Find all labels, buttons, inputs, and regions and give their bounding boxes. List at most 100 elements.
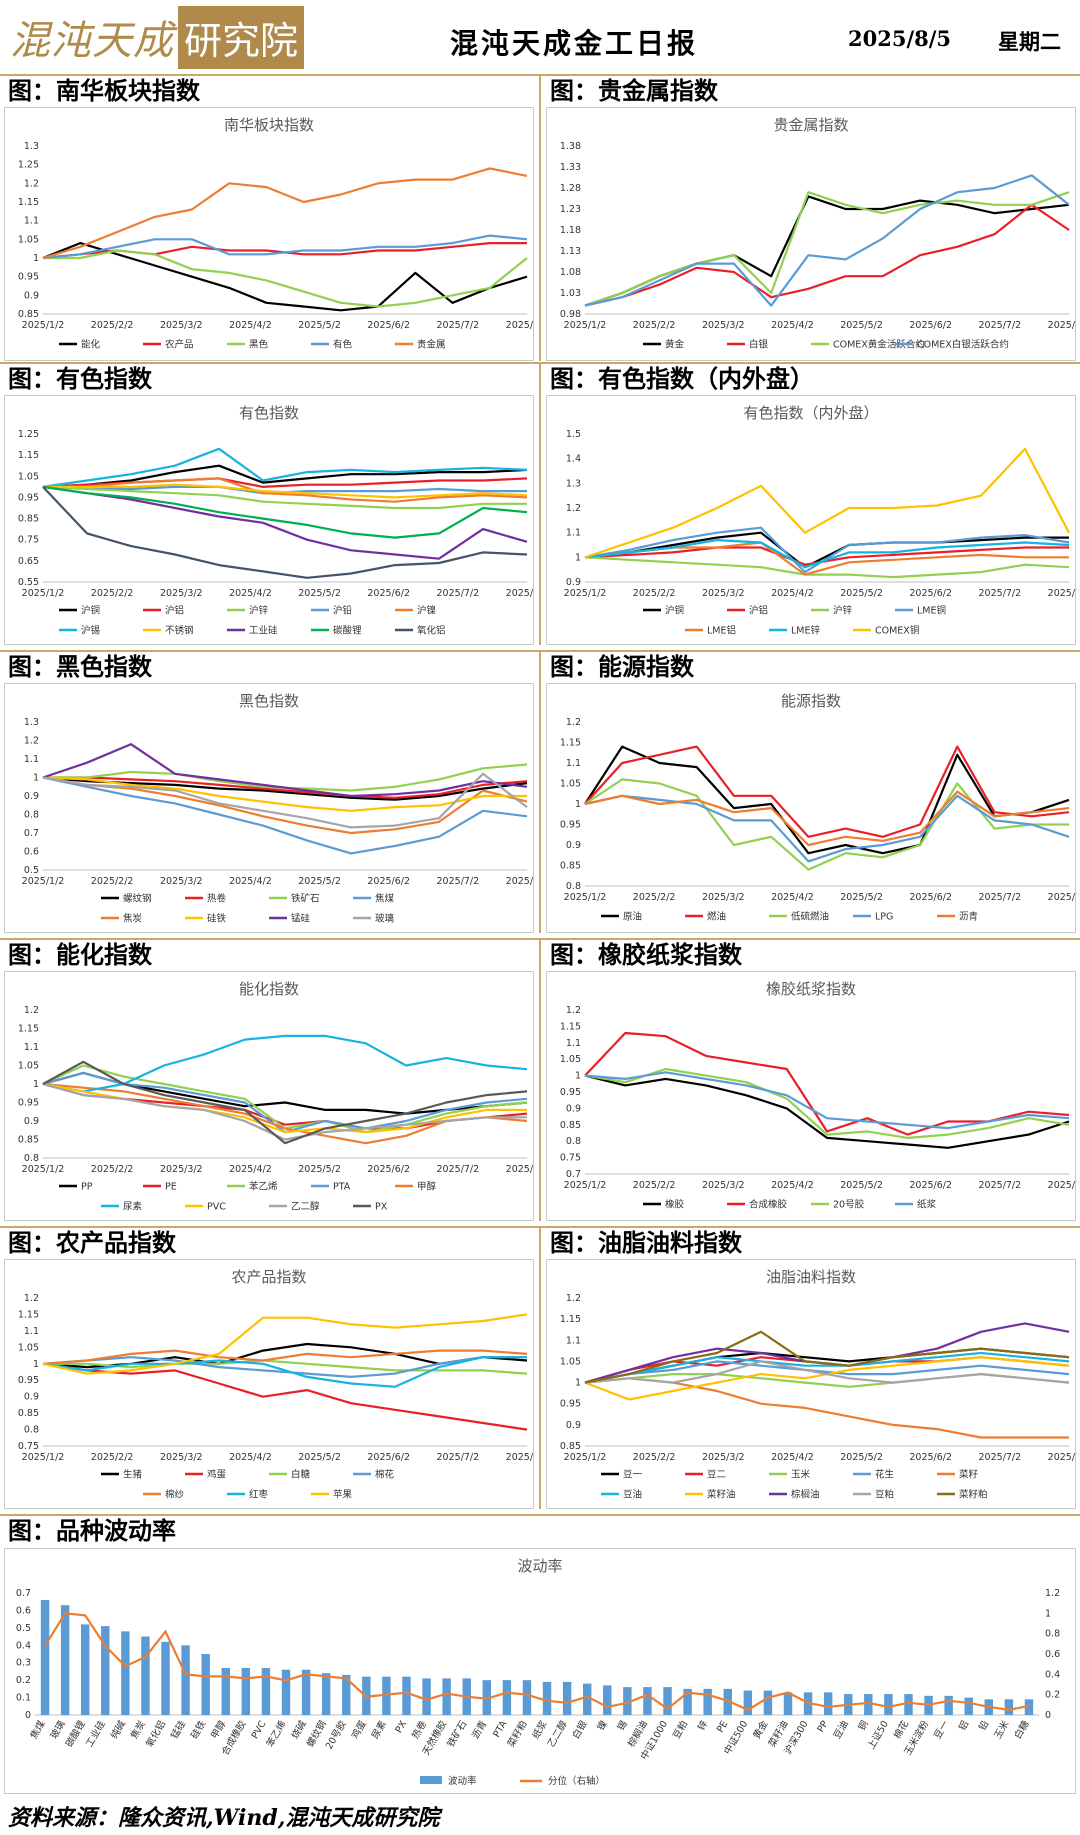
y-tick-label: 1.18 [560,225,581,236]
y-tick-label: 1.05 [18,471,39,482]
category-label: 纸浆 [530,1718,550,1741]
y-tick-label: 0 [25,1710,31,1721]
category-label: 20号胶 [323,1718,349,1751]
bar-镍 [603,1685,612,1715]
legend-label: 原油 [623,911,642,923]
x-tick-label: 2025/1/2 [564,1452,607,1463]
legend-label: 豆二 [707,1470,726,1481]
series-line-COMEX黄金活跃合约 [584,191,1070,307]
x-tick-label: 2025/7/2 [979,320,1022,331]
legend-label: LPG [875,912,893,923]
chart-title: 有色指数（内外盘） [743,404,878,422]
category-label: PTA [491,1719,509,1740]
legend-label: 沪锌 [249,605,269,617]
legend-label: 棕榈油 [791,1489,820,1501]
section-title: 图：南华板块指数 [8,76,200,105]
bar-中证1000 [663,1687,672,1715]
y-tick-label: 1 [575,552,581,563]
x-tick-label: 2025/2/2 [633,892,676,903]
legend-label: 沪铅 [333,605,353,617]
x-tick-label: 2025/8/2 [1048,1180,1075,1191]
series-line-沪铝 [584,546,1069,566]
legend-label: 沪镍 [417,605,437,617]
category-label: 尿素 [369,1718,389,1741]
bar-豆粕 [683,1688,692,1715]
source-note: 资料来源：隆众资讯,Wind,混沌天成研究院 [8,1805,440,1831]
category-label: 铅 [976,1718,991,1733]
y-tick-label: 0.6 [24,847,39,858]
y-tick-label: 0.85 [560,1120,581,1131]
legend-label: 焦炭 [123,913,143,925]
y-tick-label: 0.95 [18,492,39,503]
legend-label: 焦煤 [375,893,395,905]
series-line-沪锌 [42,485,527,510]
y-tick-label: 0.8 [24,810,39,821]
chart-nong: 农产品指数 0.75 0.8 0.85 0.9 0.95 1 1.05 1.1 1.15 1.2 20… [18,1268,533,1501]
y-tick-label: 0.85 [18,514,39,525]
legend-swatch [420,1776,442,1784]
bar-PVC [261,1667,271,1715]
y-tick-label: 1.3 [566,478,581,489]
x-tick-label: 2025/8/2 [1048,320,1075,331]
series-line-苹果 [42,1313,528,1375]
legend-label: 20号胶 [833,1199,865,1211]
x-tick-label: 2025/3/2 [702,1180,745,1191]
chart-panel-xiangjiao: 橡胶纸浆指数 0.7 0.75 0.8 0.85 0.9 0.95 1 1.05 1.1 1.15 1… [546,971,1076,1221]
chart-title: 能源指数 [781,692,841,710]
series-line-工业硅 [42,485,528,560]
series-line-菜籽 [584,1377,1069,1439]
legend-label: 黄金 [665,339,685,351]
x-tick-label: 2025/1/2 [564,892,607,903]
y-tick-label: 0.9 [24,1392,39,1403]
y2-tick-label: 1 [1045,1608,1051,1619]
legend-label: 白银 [749,339,769,351]
legend-label: LME铝 [707,625,736,637]
series-line-COMEX铜 [584,447,1070,559]
legend-label: LME锌 [791,625,820,637]
chart-title: 农产品指数 [231,1268,306,1286]
x-tick-label: 2025/3/2 [702,1452,745,1463]
category-label: 焦炭 [128,1718,148,1741]
x-tick-label: 2025/6/2 [367,1164,410,1175]
legend-label: 不锈钢 [165,625,194,637]
bar-PP [823,1692,833,1715]
y-tick-label: 0.8 [566,1136,581,1147]
y-tick-label: 1.05 [560,1054,581,1065]
chart-title: 有色指数 [239,404,299,422]
bar-菜籽油 [783,1692,793,1715]
y-tick-label: 0.9 [24,290,39,301]
bar-棉花 [904,1694,913,1715]
y-tick-label: 1.15 [18,1309,39,1320]
x-tick-label: 2025/6/2 [367,1452,410,1463]
y-tick-label: 0.9 [566,577,581,588]
legend-label: 贵金属 [417,339,446,351]
y-tick-label: 0.8 [566,881,581,892]
legend-label: 热卷 [207,893,227,905]
section-title: 图：油脂油料指数 [550,1228,742,1257]
x-tick-label: 2025/1/2 [564,588,607,599]
y-tick-label: 1.15 [18,1024,39,1035]
legend-label: 波动率 [448,1775,477,1787]
x-tick-label: 2025/3/2 [160,1452,203,1463]
chart-yose: 有色指数 0.55 0.65 0.75 0.85 0.95 1.05 1.15 1.25 2025… [18,404,533,637]
x-tick-label: 2025/5/2 [298,1452,341,1463]
y-tick-label: 0.85 [18,309,39,320]
chart-title: 橡胶纸浆指数 [766,980,856,998]
bar-苯乙烯 [281,1669,291,1715]
y-tick-label: 1.1 [566,1038,581,1049]
category-label: 锡 [615,1719,630,1733]
category-label: 沥青 [469,1719,489,1741]
x-tick-label: 2025/3/2 [702,320,745,331]
series-line-尿素 [42,1034,528,1093]
y-tick-label: 1 [575,1071,581,1082]
x-tick-label: 2025/4/2 [771,588,814,599]
chart-title: 南华板块指数 [224,116,314,134]
series-line-沪铜 [584,531,1069,569]
legend-label: 橡胶 [665,1199,685,1211]
logo-box: 研究院 [178,5,305,69]
x-tick-label: 2025/6/2 [909,1452,952,1463]
y-tick-label: 1.15 [18,450,39,461]
chart-xiangjiao: 橡胶纸浆指数 0.7 0.75 0.8 0.85 0.9 0.95 1 1.05 1.1 1.15 1… [560,980,1075,1211]
x-tick-label: 2025/2/2 [91,876,134,887]
x-tick-label: 2025/7/2 [437,876,480,887]
